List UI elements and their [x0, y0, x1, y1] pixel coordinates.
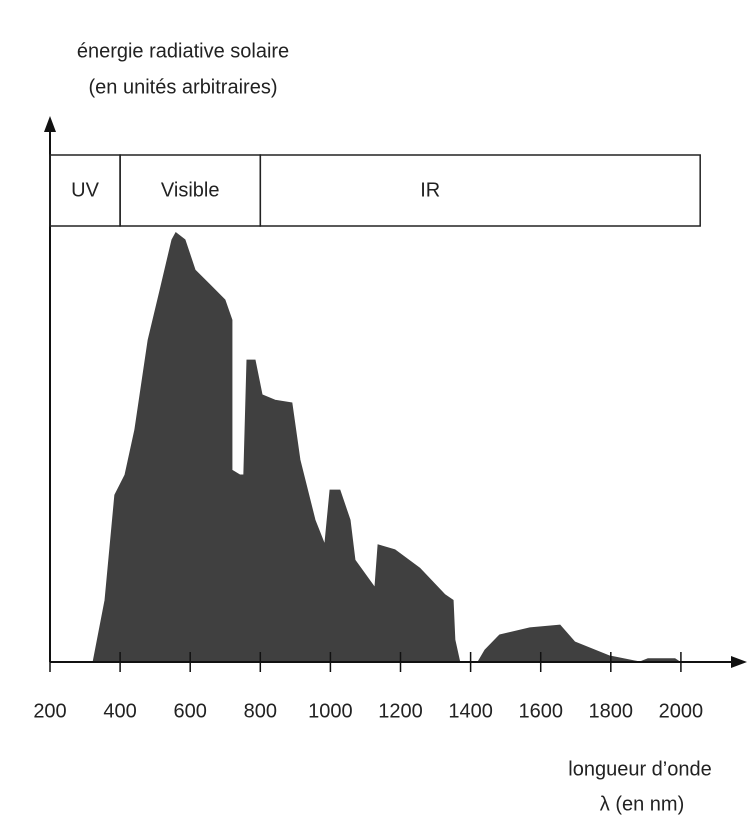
y-axis-label: énergie radiative solaire [77, 40, 289, 62]
x-tick-label: 800 [244, 700, 277, 722]
band-label: Visible [161, 179, 220, 201]
x-tick-label: 200 [33, 700, 66, 722]
band-label: IR [420, 179, 440, 201]
band-label: UV [71, 179, 99, 201]
x-tick-label: 2000 [659, 700, 704, 722]
y-axis-arrow [44, 116, 56, 132]
x-axis-label: λ (en nm) [600, 793, 684, 815]
x-tick-label: 400 [103, 700, 136, 722]
x-tick-label: 1600 [518, 700, 563, 722]
x-axis-label: longueur d’onde [568, 758, 711, 780]
x-tick-label: 1000 [308, 700, 353, 722]
x-tick-label: 1400 [448, 700, 493, 722]
x-axis-arrow [731, 656, 747, 668]
y-axis-label: (en unités arbitraires) [89, 76, 278, 98]
x-tick-label: 600 [174, 700, 207, 722]
x-tick-label: 1200 [378, 700, 423, 722]
band-box [259, 154, 701, 227]
x-tick-label: 1800 [589, 700, 634, 722]
spectrum-area [92, 231, 682, 663]
